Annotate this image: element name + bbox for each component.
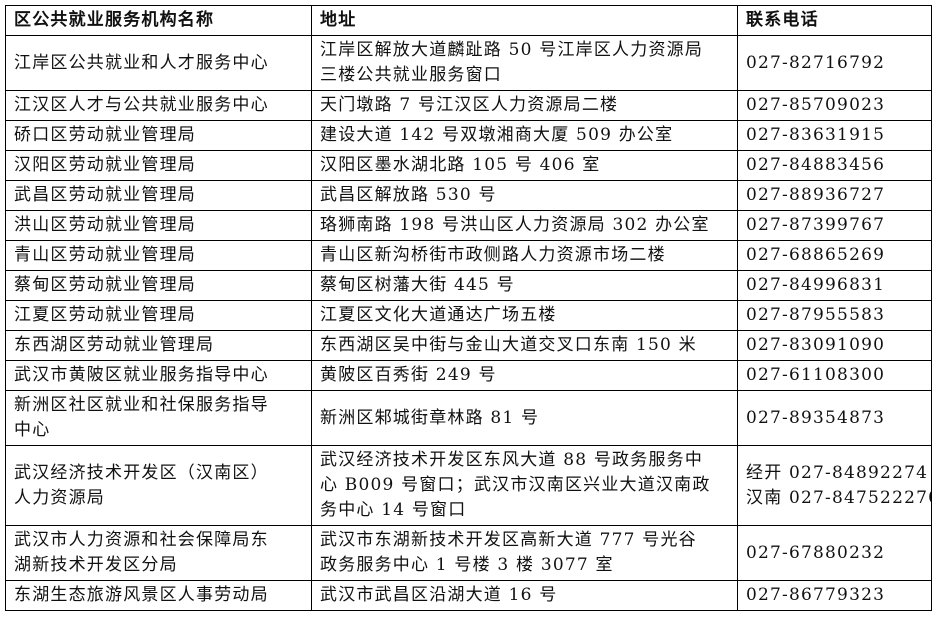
table-cell: 新洲区邾城街章林路 81 号 [311, 390, 738, 446]
table-cell: 江夏区劳动就业管理局 [5, 300, 312, 331]
table-cell: 江岸区解放大道麟趾路 50 号江岸区人力资源局 三楼公共就业服务窗口 [311, 35, 738, 91]
cell-line: 武汉经济技术开发区东风大道 88 号政务服务中 [320, 450, 704, 470]
table-cell: 江夏区文化大道通达广场五楼 [311, 300, 738, 331]
table-cell: 027-88936727 [737, 180, 932, 211]
header-cell: 区公共就业服务机构名称 [5, 5, 312, 36]
table-cell: 027-84996831 [737, 270, 932, 301]
table-row: 汉阳区劳动就业管理局 汉阳区墨水湖北路 105 号 406 室 027-848834… [5, 150, 932, 181]
table-cell: 江岸区公共就业和人才服务中心 [5, 35, 312, 91]
table-cell: 027-86779323 [737, 580, 932, 611]
cell-line: 三楼公共就业服务窗口 [320, 65, 502, 85]
table-cell: 黄陂区百秀街 249 号 [311, 360, 738, 391]
cell-line: 经开 027-84892274 [746, 462, 929, 483]
table-cell: 武汉市黄陂区就业服务指导中心 [5, 360, 312, 391]
header-row: 区公共就业服务机构名称 地址 联系电话 [5, 5, 932, 36]
table-cell: 江汉区人才与公共就业服务中心 [5, 90, 312, 121]
table-row: 江岸区公共就业和人才服务中心 江岸区解放大道麟趾路 50 号江岸区人力资源局 三楼公… [5, 35, 932, 91]
table-cell: 东西湖区吴中街与金山大道交叉口东南 150 米 [311, 330, 738, 361]
table-cell: 蔡甸区劳动就业管理局 [5, 270, 312, 301]
table-row: 武汉市人力资源和社会保障局东 湖新技术开发区分局 武汉市东湖新技术开发区高新大道 7… [5, 525, 932, 581]
table-body: 江岸区公共就业和人才服务中心 江岸区解放大道麟趾路 50 号江岸区人力资源局 三楼公… [5, 35, 932, 611]
header-cell: 联系电话 [737, 5, 932, 36]
table-cell: 建设大道 142 号双墩湘商大厦 509 办公室 [311, 120, 738, 151]
table-row: 新洲区社区就业和社保服务指导 中心 新洲区邾城街章林路 81 号 027-893548… [5, 390, 932, 446]
table-cell: 东湖生态旅游风景区人事劳动局 [5, 580, 312, 611]
table-cell: 027-82716792 [737, 35, 932, 91]
table-cell: 武汉经济技术开发区东风大道 88 号政务服务中心 B009 号窗口；武汉市汉南区… [311, 445, 738, 526]
table-cell: 027-61108300 [737, 360, 932, 391]
table-cell: 027-87955583 [737, 300, 932, 331]
table-cell: 汉阳区劳动就业管理局 [5, 150, 312, 181]
cell-line: 武汉市东湖新技术开发区高新大道 777 号光谷 [320, 530, 697, 550]
table-header: 区公共就业服务机构名称 地址 联系电话 [5, 5, 932, 36]
table-cell: 027-85709023 [737, 90, 932, 121]
cell-line: 汉南 027-847522270 [746, 487, 932, 508]
table-row: 青山区劳动就业管理局 青山区新沟桥街市政侧路人力资源市场二楼 027-6886526… [5, 240, 932, 271]
cell-line: 心 B009 号窗口；武汉市汉南区兴业大道汉南政 [320, 475, 711, 495]
table-cell: 027-67880232 [737, 525, 932, 581]
cell-line: 武汉经济技术开发区（汉南区） [14, 462, 269, 483]
cell-line: 务中心 14 号窗口 [320, 500, 467, 520]
table-row: 武昌区劳动就业管理局 武昌区解放路 530 号 027-88936727 [5, 180, 932, 211]
table-row: 江汉区人才与公共就业服务中心 天门墩路 7 号江汉区人力资源局二楼 027-8570… [5, 90, 932, 121]
table-cell: 027-84883456 [737, 150, 932, 181]
table-cell: 经开 027-84892274 汉南 027-847522270 [737, 445, 932, 526]
table-row: 硚口区劳动就业管理局 建设大道 142 号双墩湘商大厦 509 办公室 027-83… [5, 120, 932, 151]
table-cell: 武汉市东湖新技术开发区高新大道 777 号光谷 政务服务中心 1 号楼 3 楼 3… [311, 525, 738, 581]
cell-line: 江岸区解放大道麟趾路 50 号江岸区人力资源局 [320, 40, 704, 60]
table-cell: 武昌区解放路 530 号 [311, 180, 738, 211]
table-cell: 027-68865269 [737, 240, 932, 271]
table-cell: 天门墩路 7 号江汉区人力资源局二楼 [311, 90, 738, 121]
table-cell: 青山区新沟桥街市政侧路人力资源市场二楼 [311, 240, 738, 271]
table-row: 武汉市黄陂区就业服务指导中心 黄陂区百秀街 249 号 027-61108300 [5, 360, 932, 391]
table-cell: 027-89354873 [737, 390, 932, 446]
table-row: 洪山区劳动就业管理局 珞狮南路 198 号洪山区人力资源局 302 办公室 027-… [5, 210, 932, 241]
cell-line: 人力资源局 [14, 487, 105, 508]
cell-line: 新洲区社区就业和社保服务指导 [14, 395, 269, 415]
table-cell: 东西湖区劳动就业管理局 [5, 330, 312, 361]
table-row: 东湖生态旅游风景区人事劳动局 武汉市武昌区沿湖大道 16 号 027-8677932… [5, 580, 932, 611]
table-cell: 汉阳区墨水湖北路 105 号 406 室 [311, 150, 738, 181]
table-cell: 武汉市武昌区沿湖大道 16 号 [311, 580, 738, 611]
table-cell: 青山区劳动就业管理局 [5, 240, 312, 271]
cell-line: 武汉市人力资源和社会保障局东 [14, 530, 269, 550]
table-cell: 珞狮南路 198 号洪山区人力资源局 302 办公室 [311, 210, 738, 241]
table-cell: 武昌区劳动就业管理局 [5, 180, 312, 211]
cell-line: 湖新技术开发区分局 [14, 555, 178, 575]
table-row: 蔡甸区劳动就业管理局 蔡甸区树藩大街 445 号 027-84996831 [5, 270, 932, 301]
cell-line: 中心 [14, 420, 51, 440]
header-cell: 地址 [311, 5, 738, 36]
table-cell: 武汉市人力资源和社会保障局东 湖新技术开发区分局 [5, 525, 312, 581]
contact-table: 区公共就业服务机构名称 地址 联系电话 江岸区公共就业和人才服务中心 江岸区解放大道麟… [5, 5, 932, 611]
table-row: 武汉经济技术开发区（汉南区） 人力资源局 武汉经济技术开发区东风大道 88 号政务服… [5, 445, 932, 526]
table-cell: 蔡甸区树藩大街 445 号 [311, 270, 738, 301]
table-row: 东西湖区劳动就业管理局 东西湖区吴中街与金山大道交叉口东南 150 米 027-83… [5, 330, 932, 361]
table-cell: 027-83091090 [737, 330, 932, 361]
cell-line: 政务服务中心 1 号楼 3 楼 3077 室 [320, 555, 614, 575]
table-cell: 武汉经济技术开发区（汉南区） 人力资源局 [5, 445, 312, 526]
table-cell: 洪山区劳动就业管理局 [5, 210, 312, 241]
table-cell: 新洲区社区就业和社保服务指导 中心 [5, 390, 312, 446]
table-cell: 硚口区劳动就业管理局 [5, 120, 312, 151]
table-cell: 027-83631915 [737, 120, 932, 151]
table-cell: 027-87399767 [737, 210, 932, 241]
table-row: 江夏区劳动就业管理局 江夏区文化大道通达广场五楼 027-87955583 [5, 300, 932, 331]
